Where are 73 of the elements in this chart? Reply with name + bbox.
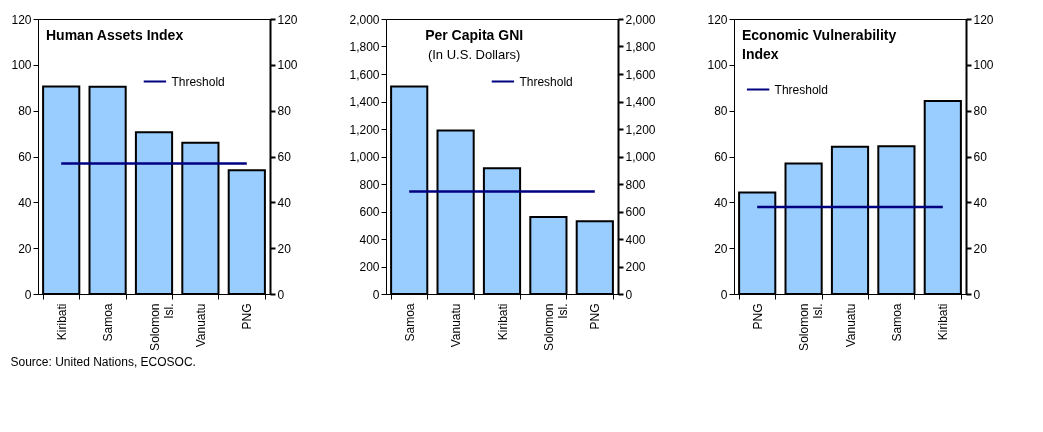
y2-tick-label: 0 bbox=[973, 287, 981, 302]
text: Economic Vulnerability Index bbox=[742, 27, 897, 62]
y2-tick-label: 120 bbox=[277, 12, 298, 27]
x-tick-label: Kiribati bbox=[936, 303, 951, 341]
y-tick-label: 120 bbox=[11, 12, 32, 27]
y-tick-label: 20 bbox=[18, 241, 32, 256]
y-tick-label: 600 bbox=[359, 205, 380, 219]
y2-tick-label: 100 bbox=[277, 58, 298, 73]
y-tick-label: 100 bbox=[707, 58, 728, 73]
x-tick-label: Solomon Isl. bbox=[797, 303, 826, 351]
text: Human Assets Index bbox=[46, 27, 184, 43]
x-tick-label: Vanuatu bbox=[449, 303, 464, 348]
y-tick-label: 80 bbox=[714, 104, 728, 119]
y2-tick-label: 20 bbox=[277, 241, 292, 256]
y-tick-label: 40 bbox=[714, 195, 728, 210]
y-tick-label: 200 bbox=[359, 260, 380, 274]
y2-tick-label: 1,400 bbox=[625, 95, 656, 109]
y2-tick-label: 400 bbox=[625, 232, 646, 247]
y-tick-label: 40 bbox=[18, 195, 32, 210]
y2-tick-label: 20 bbox=[973, 241, 988, 256]
y-tick-label: 0 bbox=[24, 287, 32, 302]
source-note: Source: United Nations, ECOSOC. bbox=[10, 354, 196, 369]
y-tick-label: 60 bbox=[714, 150, 728, 164]
text: (In U.S. Dollars) bbox=[427, 47, 521, 62]
y2-tick-label: 40 bbox=[277, 195, 292, 210]
x-tick-label: Kiribati bbox=[54, 303, 69, 341]
y2-tick-label: 80 bbox=[277, 104, 292, 119]
y2-tick-label: 2,000 bbox=[625, 12, 656, 27]
y-tick-label: 1,000 bbox=[349, 150, 380, 164]
x-tick-label: PNG bbox=[750, 303, 765, 330]
text: Per Capita GNI bbox=[425, 27, 524, 43]
y-tick-label: 120 bbox=[707, 12, 728, 27]
y-tick-label: 100 bbox=[11, 58, 32, 73]
y2-tick-label: 80 bbox=[973, 104, 988, 119]
x-tick-label: Samoa bbox=[101, 303, 116, 342]
y2-tick-label: 100 bbox=[973, 58, 994, 73]
y-tick-label: 1,600 bbox=[349, 67, 380, 82]
y-tick-label: 20 bbox=[714, 241, 728, 256]
x-tick-label: Solomon Isl. bbox=[147, 303, 176, 351]
x-tick-label: Samoa bbox=[402, 303, 417, 342]
y2-tick-label: 1,000 bbox=[625, 150, 656, 164]
y-tick-label: 400 bbox=[359, 232, 380, 247]
y2-tick-label: 800 bbox=[625, 177, 646, 192]
x-tick-label: Kiribati bbox=[495, 303, 510, 341]
x-tick-label: PNG bbox=[240, 303, 255, 330]
x-tick-label: Samoa bbox=[889, 303, 904, 342]
y-tick-label: 800 bbox=[359, 177, 380, 192]
y2-tick-label: 600 bbox=[625, 205, 646, 219]
legend-label: Threshold bbox=[171, 74, 225, 89]
y2-tick-label: 0 bbox=[277, 287, 285, 302]
y2-tick-label: 60 bbox=[277, 150, 292, 164]
x-tick-label: PNG bbox=[588, 303, 603, 330]
y-tick-label: 60 bbox=[18, 150, 32, 164]
y2-tick-label: 40 bbox=[973, 195, 988, 210]
y2-tick-label: 200 bbox=[625, 260, 646, 274]
y2-tick-label: 1,200 bbox=[625, 122, 656, 137]
y-tick-label: 80 bbox=[18, 104, 32, 119]
y-tick-label: 1,200 bbox=[349, 122, 380, 137]
y-tick-label: 0 bbox=[720, 287, 728, 302]
legend-label: Threshold bbox=[519, 74, 573, 89]
x-tick-label: Vanuatu bbox=[193, 303, 208, 348]
legend-label: Threshold bbox=[774, 82, 828, 97]
y2-tick-label: 0 bbox=[625, 287, 633, 302]
y-tick-label: 0 bbox=[372, 287, 380, 302]
y2-tick-label: 120 bbox=[973, 12, 994, 27]
y-tick-label: 1,400 bbox=[349, 95, 380, 109]
y2-tick-label: 60 bbox=[973, 150, 988, 164]
x-tick-label: Vanuatu bbox=[843, 303, 858, 348]
y-tick-label: 1,800 bbox=[349, 40, 380, 54]
x-tick-label: Solomon Isl. bbox=[541, 303, 570, 351]
y-tick-label: 2,000 bbox=[349, 12, 380, 27]
y2-tick-label: 1,600 bbox=[625, 67, 656, 82]
y2-tick-label: 1,800 bbox=[625, 40, 656, 54]
